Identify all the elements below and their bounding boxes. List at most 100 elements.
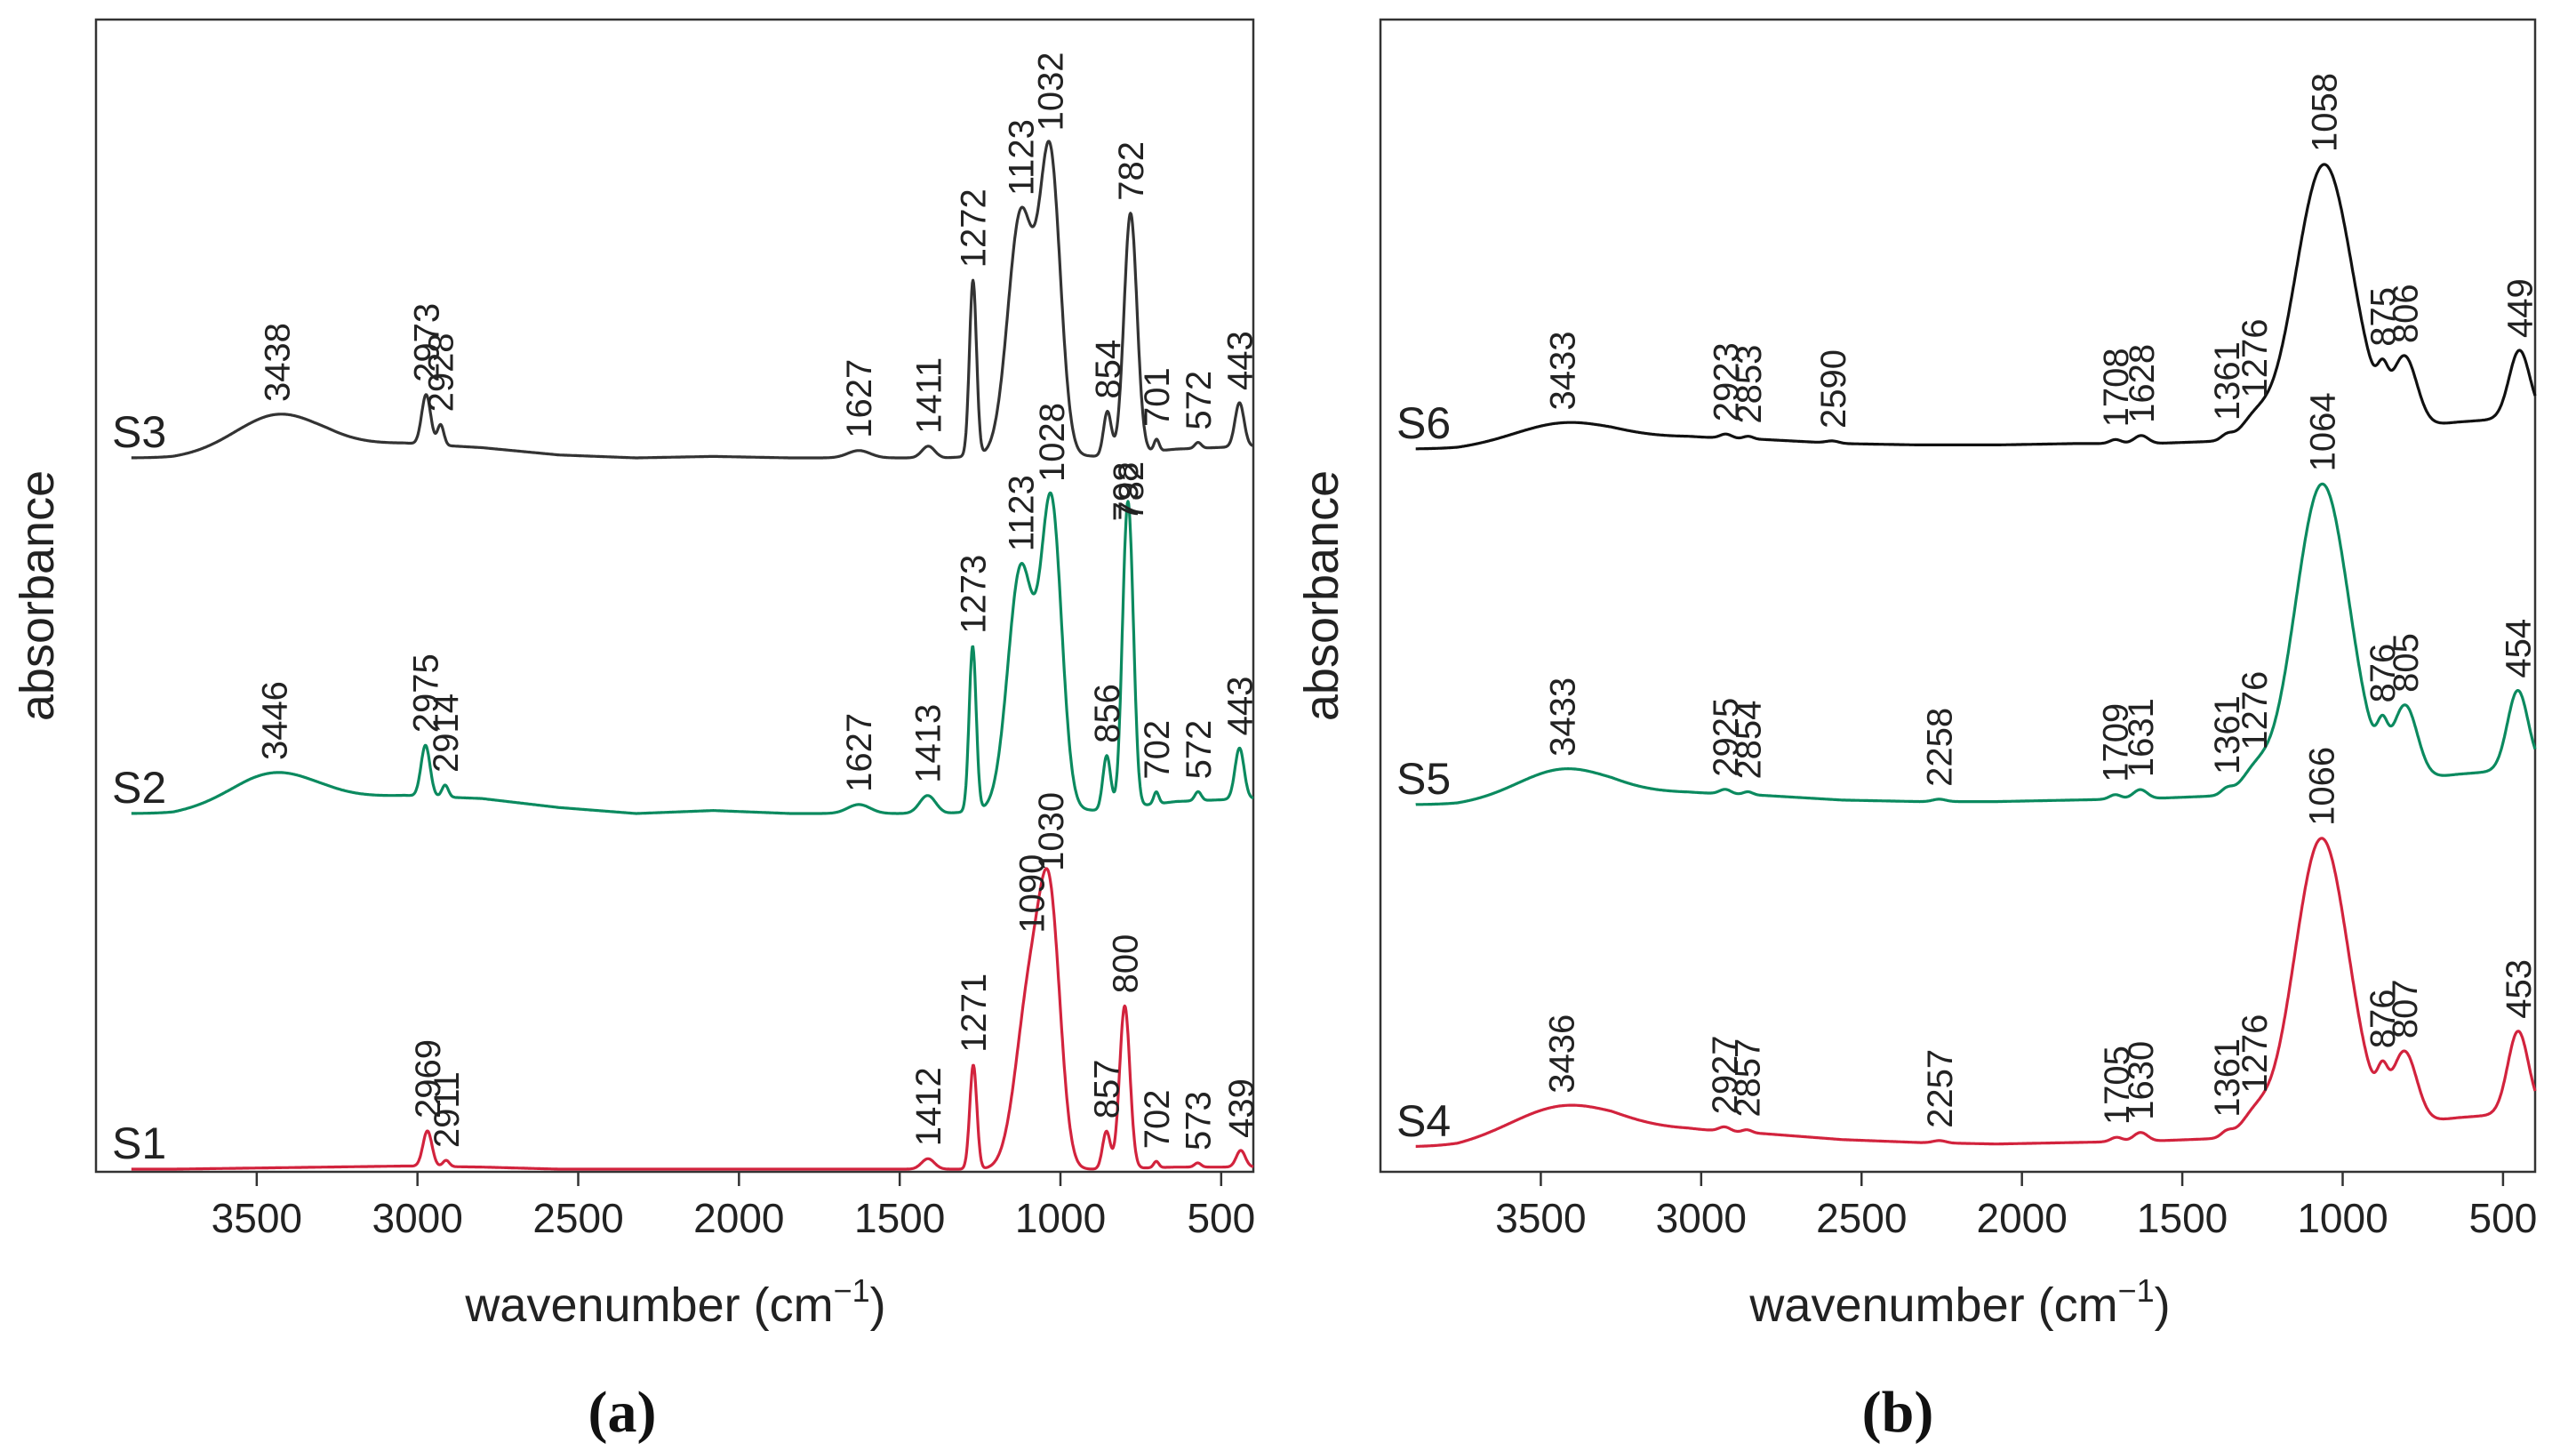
- x-tick-label: 1500: [2137, 1195, 2228, 1241]
- peak-label: 1361: [2208, 695, 2247, 774]
- peak-label: 1276: [2236, 318, 2275, 397]
- peak-label: 3446: [255, 681, 294, 760]
- peak-label: 2911: [428, 1071, 467, 1148]
- peak-label: 701: [1138, 367, 1177, 427]
- peak-label: 1627: [840, 359, 879, 438]
- peak-label: 1709: [2097, 703, 2136, 782]
- x-tick-label: 3500: [212, 1195, 302, 1241]
- series-line-s6: [1414, 163, 2537, 451]
- peak-label: 2258: [1921, 708, 1960, 787]
- peak-label: 876: [2364, 989, 2403, 1048]
- plot-frame: [1379, 18, 2537, 1174]
- peak-label: 454: [2500, 619, 2539, 678]
- peak-label: 1058: [2306, 73, 2345, 152]
- panel-b: 3500 3000 2500 2000 1500 1000 500 wavenumber (c…: [1295, 18, 2540, 1445]
- peak-label: 1032: [1031, 52, 1070, 131]
- peak-label: 1030: [1032, 792, 1071, 871]
- x-tick-label: 1000: [2297, 1195, 2388, 1241]
- peak-label: 1412: [909, 1067, 948, 1146]
- peak-label: 439: [1222, 1078, 1261, 1138]
- peak-label: 3438: [258, 323, 297, 402]
- peak-label: 807: [2386, 979, 2425, 1038]
- peak-label: 2927: [1706, 1035, 1745, 1114]
- peak-label: 2975: [407, 653, 446, 733]
- peak-label: 1273: [954, 555, 993, 634]
- peak-label: 1028: [1033, 403, 1072, 482]
- x-tick-label: 1500: [854, 1195, 945, 1241]
- peak-label: 854: [1089, 340, 1128, 399]
- panel-label: (b): [1862, 1380, 1934, 1445]
- y-axis-label: absorbance: [11, 470, 64, 721]
- peak-label: 1628: [2123, 344, 2162, 423]
- x-tick-label: 2000: [693, 1195, 784, 1241]
- y-axis-label: absorbance: [1295, 470, 1348, 721]
- peak-label: 1627: [840, 713, 879, 792]
- peak-label: 2257: [1921, 1049, 1960, 1128]
- peak-label: 806: [2387, 284, 2426, 343]
- peak-label: 453: [2500, 959, 2539, 1019]
- peak-label: 572: [1180, 720, 1219, 780]
- peak-label: 1123: [1003, 475, 1042, 551]
- peak-label: 702: [1138, 1089, 1177, 1149]
- peak-label: 1066: [2303, 747, 2342, 826]
- peak-label: 1411: [909, 357, 948, 434]
- peak-label: 1630: [2122, 1041, 2161, 1120]
- peak-label: 875: [2364, 287, 2404, 347]
- peak-label: 2928: [422, 333, 461, 412]
- x-tick-label: 3000: [372, 1195, 462, 1241]
- x-tick-label: 1000: [1015, 1195, 1106, 1241]
- series-line-s4: [1414, 837, 2537, 1148]
- series-line-s2: [130, 491, 1254, 815]
- series-label: S6: [1396, 398, 1451, 448]
- series-label: S2: [112, 763, 166, 813]
- peak-label: 805: [2387, 633, 2426, 693]
- series-line-s3: [130, 140, 1254, 460]
- peak-label: 1271: [955, 974, 994, 1053]
- peak-label: 1361: [2208, 1038, 2247, 1118]
- peak-label: 1276: [2236, 1014, 2275, 1094]
- series-label: S1: [112, 1118, 166, 1168]
- panel-label: (a): [588, 1380, 657, 1445]
- peak-label: 2854: [1730, 701, 1769, 780]
- series-line-s1: [130, 867, 1254, 1171]
- peak-label: 1361: [2208, 341, 2247, 421]
- x-tick-label: 2500: [1816, 1195, 1907, 1241]
- x-axis-label: wavenumber (cm−1): [464, 1272, 885, 1332]
- peak-label: 2914: [427, 693, 466, 773]
- peak-label: 2969: [409, 1039, 448, 1118]
- x-tick-label: 2000: [1976, 1195, 2067, 1241]
- peak-label: 449: [2500, 278, 2540, 338]
- peak-label: 2853: [1730, 345, 1769, 424]
- x-tick-label: 3000: [1656, 1195, 1747, 1241]
- peak-label: 3433: [1544, 677, 1583, 757]
- peak-label: 1705: [2098, 1046, 2137, 1125]
- peak-label: 443: [1220, 677, 1260, 736]
- peak-label: 572: [1180, 371, 1219, 430]
- peak-label: 3433: [1544, 332, 1583, 411]
- peak-label: 1090: [1012, 854, 1052, 934]
- peak-label: 2973: [407, 303, 446, 382]
- peak-label: 1123: [1003, 119, 1042, 196]
- x-tick-label: 500: [2469, 1195, 2538, 1241]
- peak-label: 702: [1138, 720, 1177, 780]
- peak-label: 800: [1106, 934, 1145, 994]
- peak-label: 857: [1088, 1060, 1127, 1119]
- peak-label: 782: [1112, 461, 1151, 521]
- peak-label: 782: [1112, 141, 1151, 201]
- peak-label: 1631: [2122, 698, 2161, 777]
- peak-label: 2857: [1728, 1038, 1767, 1118]
- peak-label: 2925: [1707, 698, 1746, 777]
- series-label: S4: [1396, 1096, 1451, 1146]
- peak-label: 1064: [2303, 392, 2342, 471]
- peak-label: 1708: [2097, 348, 2136, 427]
- plot-frame: [94, 18, 1255, 1174]
- peak-label: 856: [1088, 684, 1127, 743]
- peak-label: 2590: [1814, 349, 1853, 429]
- x-axis-label: wavenumber (cm−1): [1748, 1272, 2170, 1332]
